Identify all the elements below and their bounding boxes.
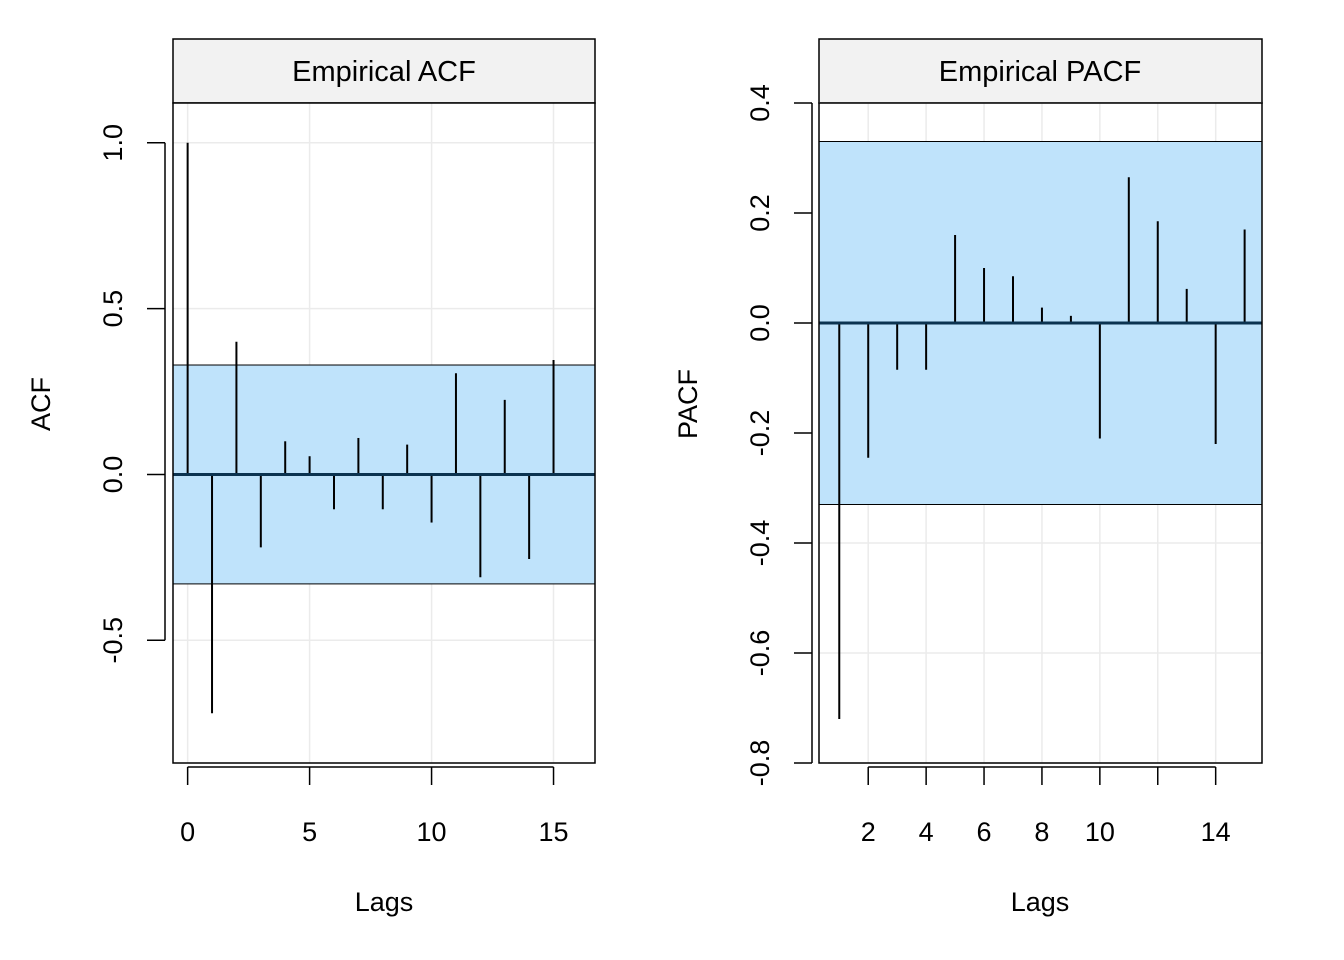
pacf-x-axis-label: Lags [1011, 887, 1070, 917]
acf-stems [186, 142, 555, 714]
acf-panel: Empirical ACF 0 5 10 15 -0.50.00.51.0 Lags … [26, 38, 596, 917]
acf-plot-frame [172, 102, 596, 764]
acf-x-tick-label: 15 [539, 817, 569, 847]
acf-x-tick-label: 0 [180, 817, 195, 847]
pacf-y-tick-label: -0.4 [745, 520, 775, 567]
acf-y-tick-label: 1.0 [98, 124, 128, 162]
acf-y-tick-label: -0.5 [98, 617, 128, 664]
acf-y-axis: -0.5 0.0 0.5 1.0 [98, 124, 166, 664]
pacf-y-tick-label: 0.4 [745, 84, 775, 122]
pacf-stems [838, 177, 1246, 719]
pacf-y-tick-label: 0.2 [745, 194, 775, 232]
acf-x-tick-label: 10 [417, 817, 447, 847]
pacf-x-tick-label: 4 [919, 817, 934, 847]
pacf-panel-title: Empirical PACF [939, 56, 1142, 88]
acf-panel-title: Empirical ACF [292, 56, 476, 88]
acf-x-axis: 0 5 10 15 [180, 766, 569, 847]
acf-y-tick-label: 0.0 [98, 456, 128, 494]
pacf-y-tick-label: -0.2 [745, 410, 775, 457]
pacf-plot-frame [818, 102, 1263, 764]
pacf-x-tick-label: 10 [1085, 817, 1115, 847]
pacf-x-tick-label: 2 [861, 817, 876, 847]
acf-x-axis-label: Lags [355, 887, 414, 917]
acf-y-axis-label: ACF [26, 377, 56, 431]
pacf-x-tick-label: 6 [977, 817, 992, 847]
pacf-panel: Empirical PACF 2 4 6 8 10 14 -0.8 -0.6 -0.4 -0.2… [673, 38, 1263, 917]
pacf-title-strip [818, 38, 1263, 104]
pacf-x-tick-label: 8 [1034, 817, 1049, 847]
acf-y-tick-label: 0.5 [98, 290, 128, 328]
pacf-y-tick-label: 0.0 [745, 304, 775, 342]
pacf-y-tick-label: -0.8 [745, 740, 775, 787]
pacf-y-tick-label: -0.6 [745, 630, 775, 677]
pacf-x-tick-label: 14 [1201, 817, 1231, 847]
pacf-x-axis: 2 4 6 8 10 14 [861, 766, 1231, 847]
acf-title-strip [172, 38, 596, 104]
pacf-y-axis: -0.8 -0.6 -0.4 -0.2 0.0 0.2 0.4 [745, 84, 813, 787]
pacf-y-axis-label: PACF [673, 369, 703, 439]
acf-x-tick-label: 5 [302, 817, 317, 847]
